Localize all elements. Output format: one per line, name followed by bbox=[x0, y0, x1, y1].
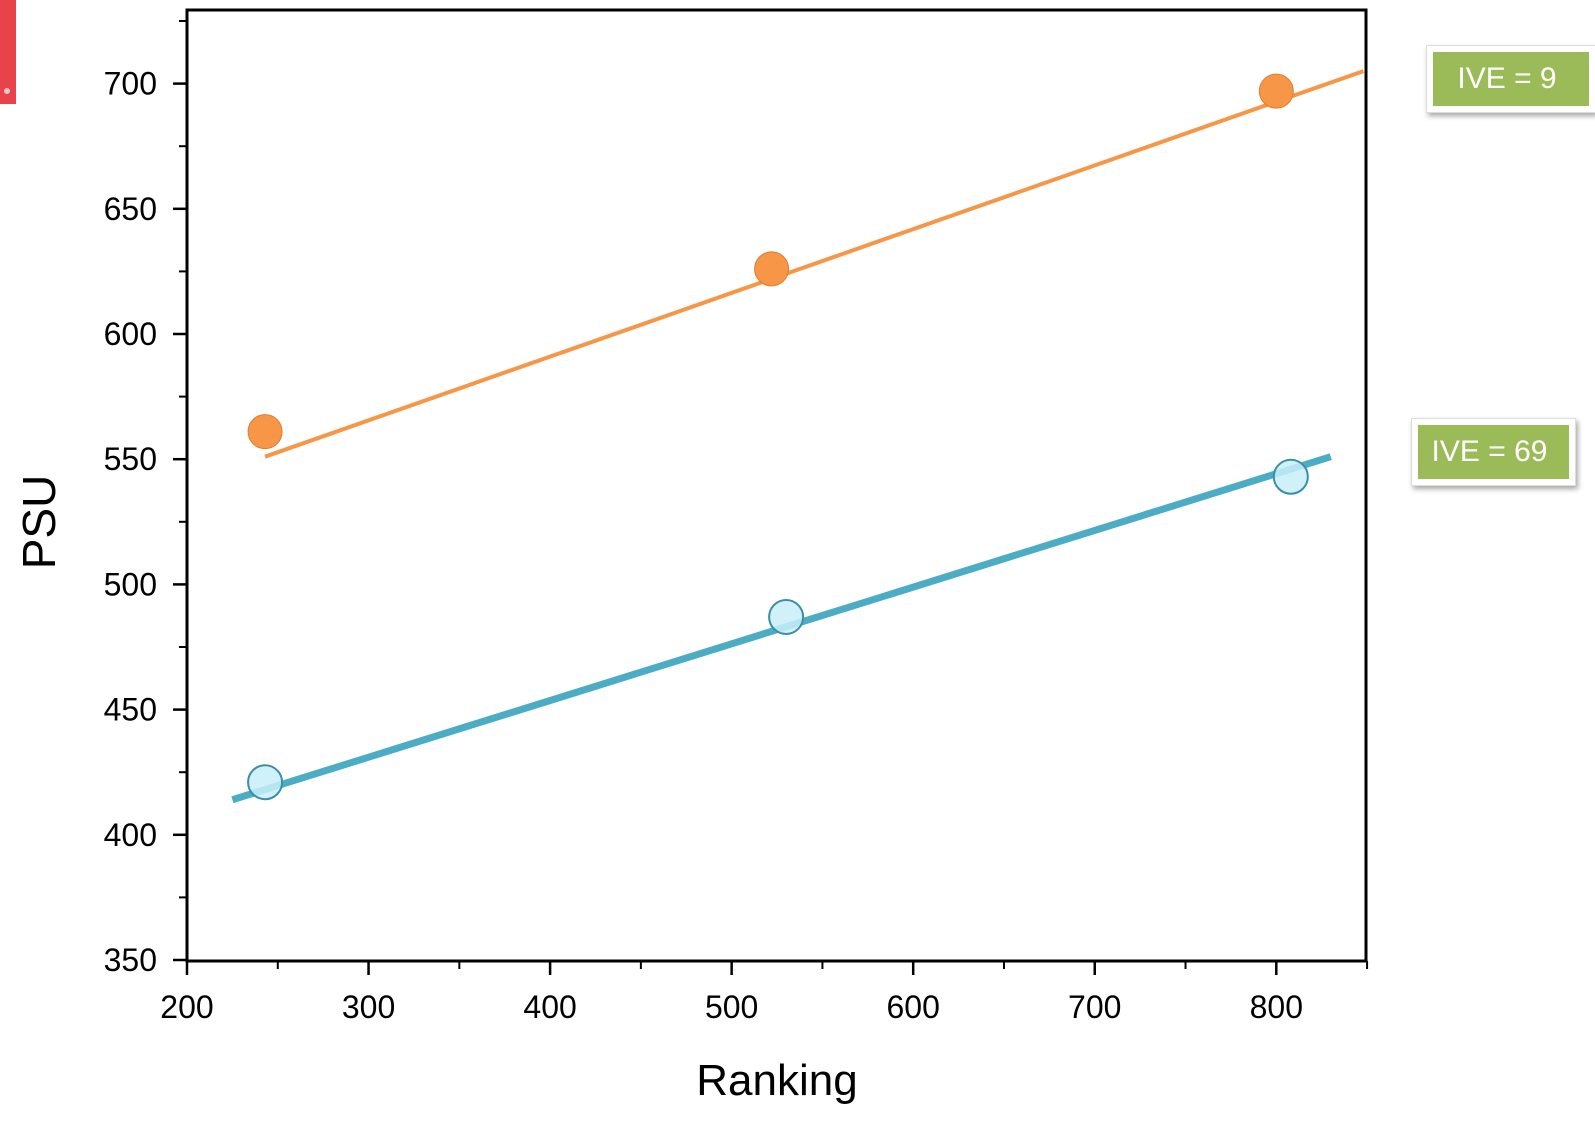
y-tick-label: 700 bbox=[104, 66, 157, 102]
data-point-series-2 bbox=[1272, 458, 1309, 495]
y-tick-label: 350 bbox=[104, 942, 157, 978]
x-tick-label: 500 bbox=[705, 989, 758, 1025]
ive-69-callout: IVE = 69 bbox=[1411, 418, 1576, 486]
y-tick-label: 550 bbox=[104, 441, 157, 477]
x-tick-label: 200 bbox=[160, 989, 213, 1025]
x-tick-label: 400 bbox=[523, 989, 576, 1025]
y-tick-label: 650 bbox=[104, 191, 157, 227]
data-point-series-2 bbox=[768, 598, 805, 635]
plot-frame bbox=[185, 8, 1368, 963]
red-edge-marker bbox=[0, 0, 16, 104]
data-point-series-1 bbox=[754, 251, 790, 287]
data-point-series-2 bbox=[247, 764, 284, 801]
fit-line-series-1 bbox=[264, 69, 1365, 459]
y-tick-label: 450 bbox=[104, 692, 157, 728]
x-tick-label: 300 bbox=[342, 989, 395, 1025]
x-tick-label: 800 bbox=[1250, 989, 1303, 1025]
x-axis-title: Ranking bbox=[696, 1056, 857, 1105]
x-tick-label: 600 bbox=[887, 989, 940, 1025]
data-point-series-1 bbox=[1258, 73, 1294, 109]
ive-9-label: IVE = 9 bbox=[1433, 52, 1589, 106]
y-tick-label: 400 bbox=[104, 817, 157, 853]
x-tick-label: 700 bbox=[1068, 989, 1121, 1025]
y-axis-title: PSU bbox=[13, 475, 65, 570]
y-tick-label: 600 bbox=[104, 316, 157, 352]
ive-9-callout: IVE = 9 bbox=[1426, 45, 1595, 113]
y-tick-label: 500 bbox=[104, 566, 157, 602]
ive-69-label: IVE = 69 bbox=[1418, 425, 1569, 479]
marker-dot bbox=[4, 88, 10, 94]
data-point-series-1 bbox=[247, 414, 283, 450]
